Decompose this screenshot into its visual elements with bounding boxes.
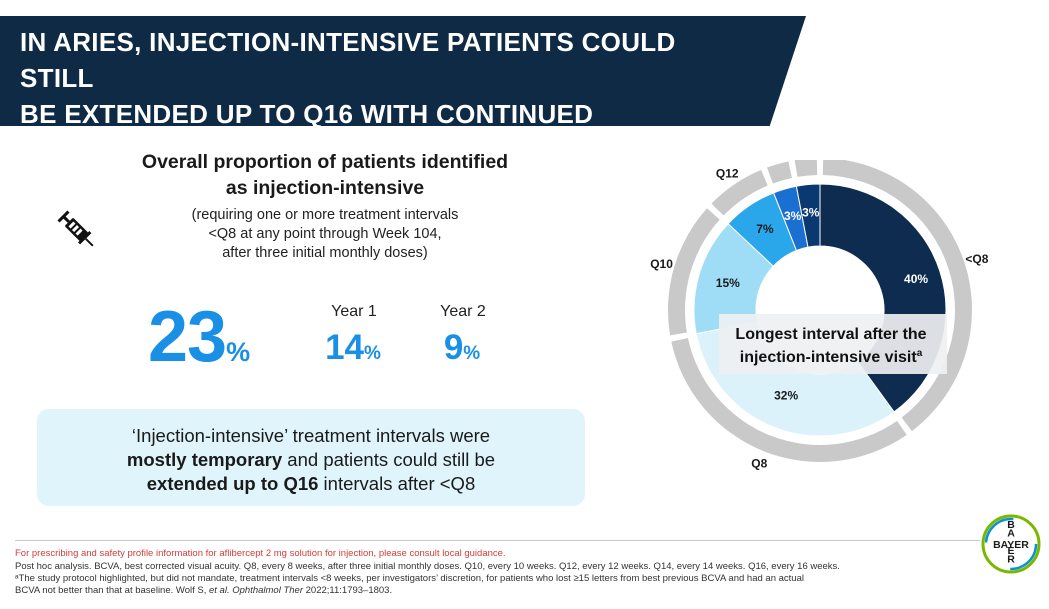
chart-title-line-2: injection-intensive visita [740, 348, 923, 366]
page-title-line-1: IN ARIES, INJECTION-INTENSIVE PATIENTS C… [20, 27, 676, 93]
chart-title-superscript: a [917, 348, 923, 359]
footnote-a: ᵃThe study protocol highlighted, but did… [15, 573, 804, 584]
lead-subtitle-line-1: (requiring one or more treatment interva… [191, 207, 459, 223]
page-title: IN ARIES, INJECTION-INTENSIVE PATIENTS C… [20, 24, 740, 168]
footnote-reference-post: 2022;11:1793–1803. [303, 585, 393, 596]
outer-ring-segment-3 [711, 169, 768, 216]
lead-subtitle-line-3: after three initial monthly doses) [222, 245, 428, 261]
chart-title-box [719, 314, 947, 374]
key-message-text: ‘Injection-intensive’ treatment interval… [37, 424, 585, 496]
slice-value-label-0: 40% [904, 272, 928, 286]
key-message-emphasis-2: extended up to Q16 [146, 473, 319, 494]
key-message-callout: ‘Injection-intensive’ treatment interval… [37, 409, 585, 506]
key-message-line-1: ‘Injection-intensive’ treatment interval… [131, 425, 491, 446]
lead-heading-line-1: Overall proportion of patients identifie… [141, 151, 509, 173]
category-label-0: <Q8 [965, 252, 988, 266]
slice-value-label-2: 15% [716, 276, 740, 290]
slice-value-label-3: 7% [756, 222, 774, 236]
outer-ring [668, 160, 972, 462]
bayer-logo-letter-0: B [1007, 519, 1015, 531]
year-1-value: 14 [325, 328, 365, 367]
bayer-logo-horizontal: BAYER [993, 539, 1029, 551]
key-message-emphasis-1: mostly temporary [126, 449, 283, 470]
year-2-unit: % [463, 343, 481, 364]
footer-divider [15, 540, 980, 541]
chart-title-line-2-text: injection-intensive visit [740, 349, 918, 366]
category-label-1: Q8 [751, 456, 767, 470]
lead-heading: Overall proportion of patients identifie… [100, 149, 550, 201]
interval-donut-chart: 40%32%15%7%3%3% <Q8Q8Q10Q12Q14≥Q16 Longe… [650, 160, 989, 471]
outer-ring-segment-4 [767, 161, 792, 184]
category-labels: <Q8Q8Q10Q12Q14≥Q16 [650, 167, 989, 471]
page-title-line-2: BE EXTENDED UP TO Q16 WITH CONTINUED TRE… [20, 99, 594, 165]
year-1-percentage: 14% [313, 328, 393, 368]
year-2-percentage: 9% [422, 328, 502, 368]
slice-value-label-5: 3% [802, 205, 820, 219]
slice-value-label-1: 32% [774, 389, 798, 403]
lead-heading-line-2: as injection-intensive [225, 177, 425, 199]
footnote-reference-italic: et al. Ophthalmol Ther [209, 585, 303, 596]
category-label-3: Q12 [716, 167, 739, 181]
outer-ring-segment-1 [671, 338, 907, 462]
footnote-reference: BCVA not better than that at baseline. W… [15, 585, 975, 597]
lead-subtitle-line-2: <Q8 at any point through Week 104, [208, 226, 442, 242]
year-2-label: Year 2 [440, 303, 486, 320]
syringe-icon [57, 210, 94, 247]
outer-ring-segment-0 [822, 160, 972, 432]
category-label-2: Q10 [650, 257, 673, 271]
year-1-unit: % [364, 343, 381, 364]
footnote-abbreviations: Post hoc analysis. BCVA, best corrected … [15, 561, 840, 572]
overall-percentage-unit: % [226, 337, 251, 367]
year-2-value: 9 [443, 328, 464, 367]
prescribing-note: For prescribing and safety profile infor… [15, 548, 506, 559]
bayer-logo-letter-1: A [1007, 528, 1015, 540]
chart-title-line-1: Longest interval after the [735, 326, 926, 343]
footnote-reference-pre: BCVA not better than that at baseline. W… [15, 585, 209, 596]
slice-value-label-4: 3% [784, 209, 802, 223]
outer-ring-segment-5 [794, 160, 818, 177]
bayer-logo-letter-3: E [1007, 545, 1014, 557]
overall-percentage-value: 23 [148, 297, 227, 377]
overall-percentage: 23% [148, 296, 250, 378]
year-1-label: Year 1 [331, 303, 377, 320]
outer-ring-segment-2 [668, 208, 720, 336]
key-message-line-3: intervals after <Q8 [318, 473, 476, 494]
title-banner [0, 16, 806, 126]
key-message-line-2: and patients could still be [282, 449, 496, 470]
lead-subtitle: (requiring one or more treatment interva… [140, 206, 510, 263]
slice-value-labels: 40% 32% 15% 7% 3% 3% [716, 205, 929, 402]
bayer-logo-letter-4: R [1007, 554, 1015, 566]
